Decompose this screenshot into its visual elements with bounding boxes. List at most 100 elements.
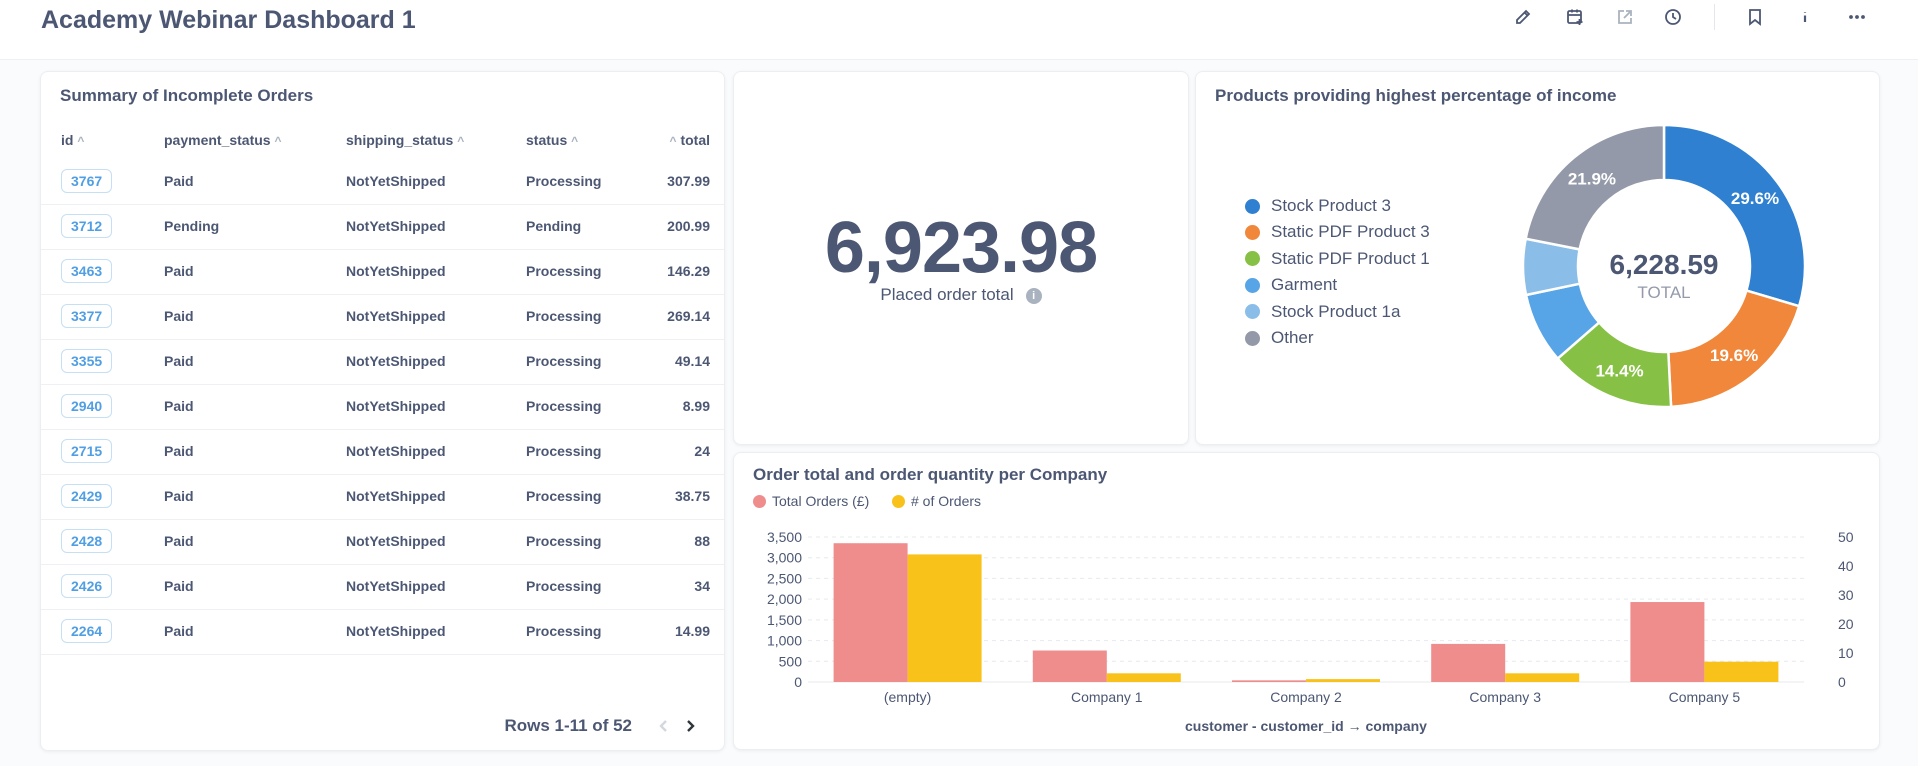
cell-status: Processing bbox=[526, 578, 602, 594]
column-header-payment-status[interactable]: payment_status ^ bbox=[164, 132, 282, 148]
table-row[interactable]: 3767 Paid NotYetShipped Processing 307.99 bbox=[41, 160, 724, 205]
bar[interactable] bbox=[1505, 673, 1580, 682]
column-header-shipping-status[interactable]: shipping_status ^ bbox=[346, 132, 465, 148]
cell-payment-status: Paid bbox=[164, 443, 194, 459]
legend-item[interactable]: Stock Product 3 bbox=[1245, 196, 1391, 216]
y-tick-left: 500 bbox=[779, 653, 803, 669]
bar[interactable] bbox=[1032, 650, 1107, 682]
table-row[interactable]: 3463 Paid NotYetShipped Processing 146.29 bbox=[41, 250, 724, 295]
bar[interactable] bbox=[907, 554, 982, 682]
edit-button[interactable] bbox=[1508, 2, 1538, 32]
pagination: Rows 1-11 of 52 bbox=[504, 714, 700, 738]
add-filter-button[interactable] bbox=[1560, 2, 1590, 32]
x-tick-label: Company 5 bbox=[1669, 689, 1741, 705]
cell-status: Processing bbox=[526, 533, 602, 549]
legend-swatch bbox=[1245, 224, 1260, 240]
bar-chart: 0 500 1,000 1,500 2,000 2,500 3,000 3,500 0 10 20 3… bbox=[767, 529, 1854, 734]
table-row[interactable]: 2715 Paid NotYetShipped Processing 24 bbox=[41, 430, 724, 475]
table-row[interactable]: 3712 Pending NotYetShipped Pending 200.99 bbox=[41, 205, 724, 250]
slice-label: 21.9% bbox=[1568, 169, 1616, 188]
legend-item[interactable]: Static PDF Product 3 bbox=[1245, 222, 1430, 242]
column-header-total[interactable]: ^ total bbox=[669, 132, 710, 148]
cell-id[interactable]: 2426 bbox=[61, 574, 113, 598]
share-button[interactable] bbox=[1610, 2, 1640, 32]
cell-id[interactable]: 3463 bbox=[61, 259, 113, 283]
cell-id[interactable]: 2264 bbox=[61, 619, 113, 643]
bookmark-button[interactable] bbox=[1740, 2, 1770, 32]
table-row[interactable]: 3355 Paid NotYetShipped Processing 49.14 bbox=[41, 340, 724, 385]
sort-asc-icon: ^ bbox=[571, 134, 579, 148]
column-header-status[interactable]: status ^ bbox=[526, 132, 579, 148]
info-icon bbox=[1803, 12, 1807, 22]
legend-item[interactable]: Other bbox=[1245, 328, 1314, 348]
table-header: id ^ payment_status ^ shipping_status ^ sta… bbox=[41, 126, 724, 158]
y-tick-right: 0 bbox=[1838, 674, 1846, 690]
cell-shipping-status: NotYetShipped bbox=[346, 578, 446, 594]
donut-slice[interactable] bbox=[1524, 123, 1666, 251]
cell-total: 200.99 bbox=[667, 218, 710, 234]
y-tick-left: 1,000 bbox=[767, 633, 802, 649]
legend-swatch bbox=[753, 494, 766, 508]
cell-payment-status: Paid bbox=[164, 353, 194, 369]
chevron-left-icon bbox=[659, 720, 667, 732]
legend-item[interactable]: Total Orders (£) bbox=[753, 493, 869, 509]
y-tick-right: 20 bbox=[1838, 616, 1854, 632]
cell-shipping-status: NotYetShipped bbox=[346, 263, 446, 279]
history-button[interactable] bbox=[1658, 2, 1688, 32]
scalar-card[interactable]: 6,923.98 Placed order total i bbox=[733, 71, 1189, 445]
pagination-label: Rows 1-11 of 52 bbox=[504, 716, 632, 735]
y-tick-left: 3,500 bbox=[767, 529, 802, 545]
cell-id[interactable]: 2715 bbox=[61, 439, 113, 463]
legend-item[interactable]: # of Orders bbox=[892, 493, 981, 509]
table-row[interactable]: 2428 Paid NotYetShipped Processing 88 bbox=[41, 520, 724, 565]
table-row[interactable]: 2940 Paid NotYetShipped Processing 8.99 bbox=[41, 385, 724, 430]
cell-shipping-status: NotYetShipped bbox=[346, 308, 446, 324]
bar[interactable] bbox=[1306, 679, 1380, 682]
legend-item[interactable]: Garment bbox=[1245, 275, 1337, 295]
more-button[interactable] bbox=[1842, 2, 1872, 32]
cell-status: Processing bbox=[526, 623, 602, 639]
previous-page-button[interactable] bbox=[654, 714, 674, 738]
cell-status: Processing bbox=[526, 443, 602, 459]
legend-item[interactable]: Stock Product 1a bbox=[1245, 302, 1400, 322]
cell-total: 38.75 bbox=[674, 488, 710, 504]
donut-slice[interactable] bbox=[1662, 123, 1807, 308]
cell-shipping-status: NotYetShipped bbox=[346, 353, 446, 369]
legend-swatch bbox=[1245, 330, 1260, 346]
bar[interactable] bbox=[1106, 673, 1181, 682]
info-button[interactable] bbox=[1790, 2, 1820, 32]
column-header-id[interactable]: id ^ bbox=[61, 132, 85, 148]
cell-shipping-status: NotYetShipped bbox=[346, 218, 446, 234]
bar[interactable] bbox=[833, 543, 908, 682]
table-row[interactable]: 2426 Paid NotYetShipped Processing 34 bbox=[41, 565, 724, 610]
info-icon[interactable]: i bbox=[1025, 288, 1042, 304]
cell-id[interactable]: 3355 bbox=[61, 349, 113, 373]
cell-shipping-status: NotYetShipped bbox=[346, 533, 446, 549]
legend-label: Garment bbox=[1271, 275, 1338, 295]
bar[interactable] bbox=[1232, 680, 1306, 682]
toolbar-divider bbox=[1714, 4, 1715, 30]
cell-shipping-status: NotYetShipped bbox=[346, 398, 446, 414]
cell-status: Pending bbox=[526, 218, 582, 234]
bar[interactable] bbox=[1431, 643, 1506, 682]
cell-id[interactable]: 2428 bbox=[61, 529, 113, 553]
cell-total: 88 bbox=[694, 533, 710, 549]
legend-item[interactable]: Static PDF Product 1 bbox=[1245, 249, 1430, 269]
table-row[interactable]: 2429 Paid NotYetShipped Processing 38.75 bbox=[41, 475, 724, 520]
bar[interactable] bbox=[1704, 661, 1779, 682]
next-page-button[interactable] bbox=[680, 714, 700, 738]
cell-id[interactable]: 3767 bbox=[61, 169, 113, 193]
cell-id[interactable]: 3712 bbox=[61, 214, 113, 238]
legend-label: Stock Product 3 bbox=[1271, 196, 1392, 215]
cell-id[interactable]: 2429 bbox=[61, 484, 113, 508]
cell-shipping-status: NotYetShipped bbox=[346, 443, 446, 459]
cell-id[interactable]: 3377 bbox=[61, 304, 113, 328]
scalar-label-row: Placed order total i bbox=[734, 285, 1188, 305]
cell-payment-status: Paid bbox=[164, 263, 194, 279]
cell-shipping-status: NotYetShipped bbox=[346, 488, 446, 504]
bar[interactable] bbox=[1630, 602, 1705, 682]
table-row[interactable]: 3377 Paid NotYetShipped Processing 269.14 bbox=[41, 295, 724, 340]
table-row[interactable]: 2264 Paid NotYetShipped Processing 14.99 bbox=[41, 610, 724, 655]
cell-id[interactable]: 2940 bbox=[61, 394, 113, 418]
y-tick-right: 30 bbox=[1838, 587, 1854, 603]
